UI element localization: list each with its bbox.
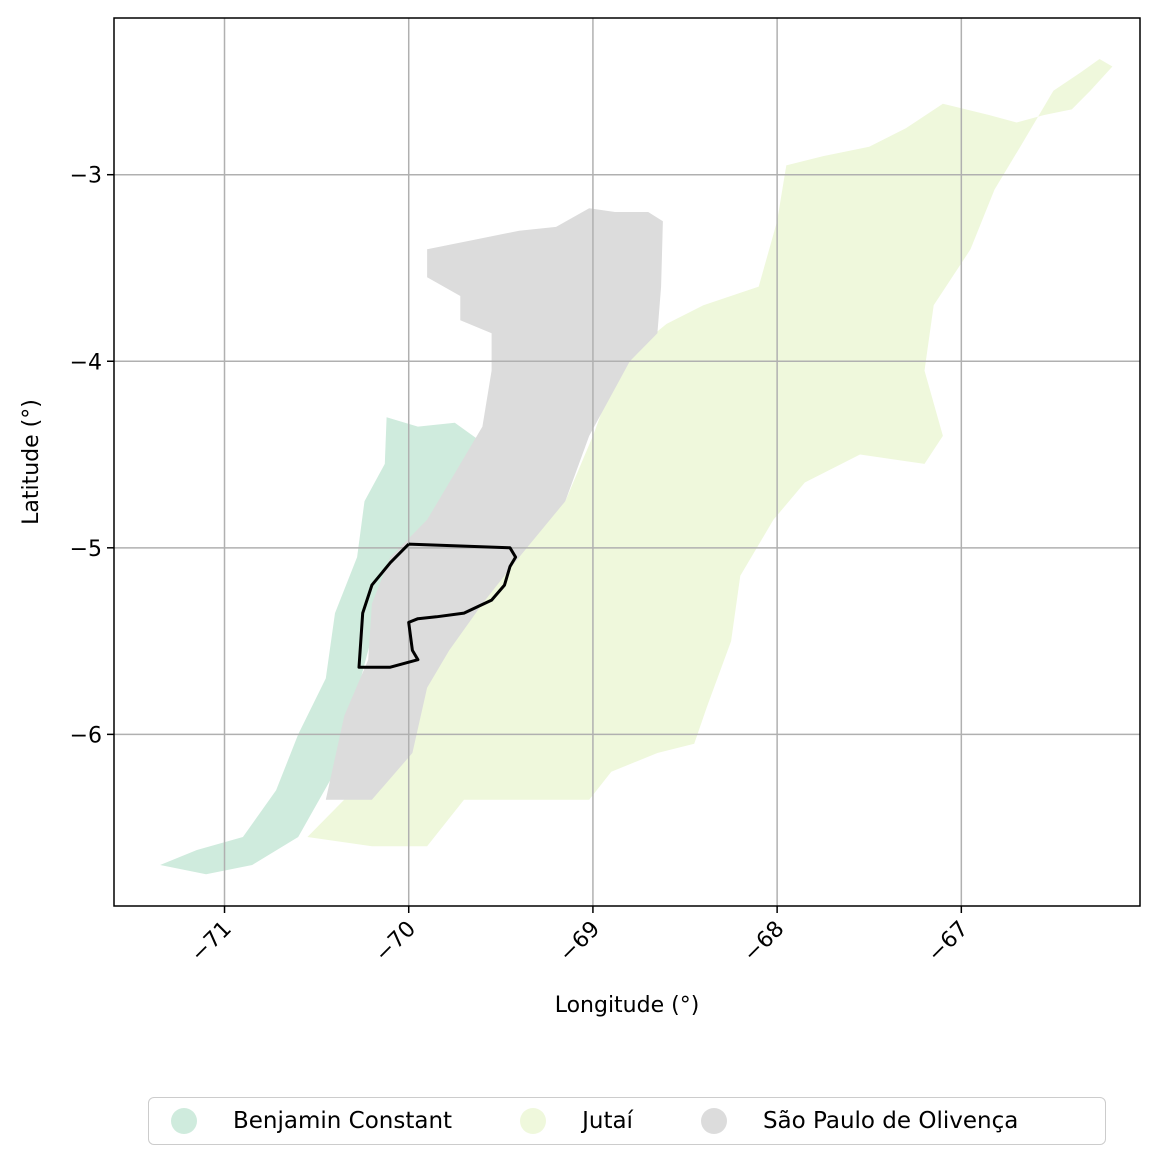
- legend-item-sao-paulo-de-olivenca: São Paulo de Olivença: [700, 1108, 1019, 1134]
- legend-label: Benjamin Constant: [233, 1108, 453, 1134]
- y-axis-label: Latitude (°): [19, 399, 44, 525]
- y-tick-label: −4: [70, 350, 102, 375]
- highlight-outline: [357, 542, 518, 669]
- legend: Benjamin Constant Jutaí São Paulo de Oli…: [148, 1097, 1106, 1145]
- legend-item-jutai: Jutaí: [520, 1108, 633, 1134]
- x-tick-label: −68: [739, 917, 790, 968]
- region-benjamin-constant: [160, 417, 487, 875]
- legend-label: São Paulo de Olivença: [762, 1108, 1019, 1134]
- legend-label: Jutaí: [582, 1108, 633, 1134]
- grid-layer: [114, 18, 1140, 906]
- y-tick-label: −3: [70, 164, 102, 189]
- x-tick-label: −69: [555, 917, 606, 968]
- legend-marker: [700, 1108, 727, 1134]
- x-tick-label: −71: [186, 917, 237, 968]
- x-tick-label: −67: [923, 917, 974, 968]
- legend-marker: [520, 1108, 547, 1134]
- x-axis-label: Longitude (°): [555, 993, 700, 1018]
- region-sao-paulo-de-olivenca: [325, 208, 663, 800]
- plot-frame: [113, 17, 1141, 907]
- map-figure: −71 −70 −69 −68 −67 −3 −4 −5 −6 Longitude (°) La…: [19, 17, 1141, 1018]
- x-tick-label: −70: [370, 917, 421, 968]
- region-jutai: [307, 59, 1113, 847]
- legend-marker: [171, 1108, 197, 1134]
- y-tick-label: −5: [70, 537, 102, 562]
- legend-item-benjamin-constant: Benjamin Constant: [171, 1108, 452, 1134]
- y-tick-label: −6: [70, 723, 102, 748]
- regions-layer: [160, 59, 1113, 875]
- outline-layer: [357, 542, 518, 669]
